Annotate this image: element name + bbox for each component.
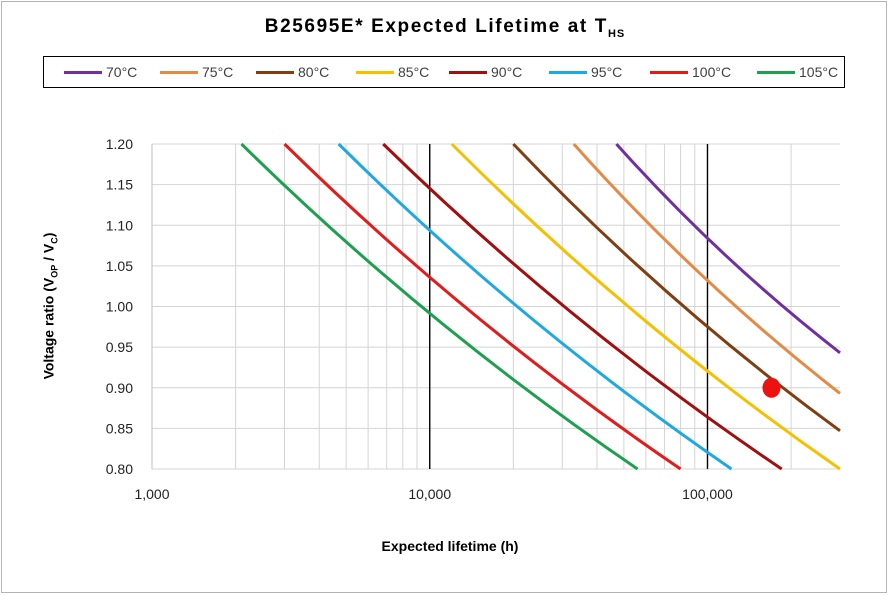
x-tick-label: 1,000 [134, 486, 169, 502]
legend-label: 105°C [799, 64, 839, 80]
y-tick-label: 0.90 [106, 380, 133, 396]
legend-item-70: 70°C [64, 57, 137, 87]
chart-legend: 70°C 75°C 80°C 85°C 90°C 95°C 100°C 105°C [43, 56, 845, 88]
chart-title-subscript: HS [607, 27, 626, 40]
legend-swatch [64, 70, 102, 74]
series-line-90 [382, 142, 783, 471]
y-tick-label: 0.95 [106, 339, 133, 355]
legend-swatch [449, 70, 487, 74]
legend-label: 85°C [398, 64, 430, 80]
legend-swatch [549, 70, 587, 74]
legend-item-90: 90°C [449, 57, 522, 87]
legend-swatch [650, 70, 688, 74]
legend-swatch [757, 70, 795, 74]
y-axis-title-e: ) [40, 232, 57, 238]
legend-label: 80°C [298, 64, 330, 80]
x-tick-label: 100,000 [682, 486, 733, 502]
series-line-105 [240, 142, 639, 471]
chart-title: B25695E* Expected Lifetime at THS [0, 16, 890, 40]
y-tick-label: 0.85 [106, 420, 133, 436]
x-tick-label: 10,000 [408, 486, 451, 502]
y-tick-label: 1.00 [106, 299, 133, 315]
y-axis-title: Voltage ratio (VOP / VC) [41, 233, 60, 380]
y-tick-label: 1.10 [106, 217, 133, 233]
y-tick-label: 0.80 [106, 461, 133, 477]
legend-item-95: 95°C [549, 57, 622, 87]
series-line-85 [450, 142, 841, 471]
legend-label: 90°C [491, 64, 523, 80]
operating-point-marker [762, 377, 781, 398]
legend-swatch [160, 70, 198, 74]
series-line-95 [337, 142, 733, 471]
legend-swatch [356, 70, 394, 74]
legend-item-80: 80°C [256, 57, 329, 87]
series-line-70 [615, 142, 841, 354]
legend-label: 75°C [202, 64, 234, 80]
legend-label: 100°C [692, 64, 732, 80]
x-axis-title: Expected lifetime (h) [381, 538, 519, 554]
series-line-100 [283, 142, 682, 471]
y-axis-title-a: Voltage ratio (V [40, 277, 57, 380]
y-tick-label: 1.15 [106, 177, 133, 193]
y-tick-label: 1.20 [106, 136, 133, 152]
legend-label: 70°C [106, 64, 138, 80]
legend-label: 95°C [591, 64, 623, 80]
y-axis-title-b: OP [49, 264, 60, 278]
y-tick-label: 1.05 [106, 258, 133, 274]
series-line-80 [512, 142, 841, 433]
legend-item-100: 100°C [650, 57, 731, 87]
legend-swatch [256, 70, 294, 74]
legend-item-75: 75°C [160, 57, 233, 87]
series-line-75 [572, 143, 841, 395]
legend-item-105: 105°C [757, 57, 838, 87]
y-axis-title-d: C [49, 237, 60, 244]
y-axis-title-c: / V [40, 243, 57, 265]
chart-title-text: B25695E* Expected Lifetime at T [264, 16, 608, 37]
legend-item-85: 85°C [356, 57, 429, 87]
